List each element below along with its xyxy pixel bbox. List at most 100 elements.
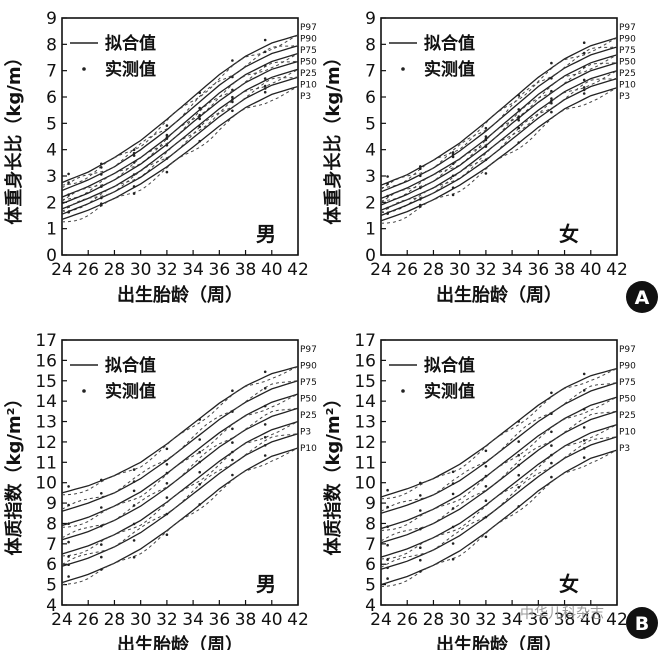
x-tick-label: 32 [156, 610, 178, 630]
x-tick-label: 42 [606, 260, 628, 280]
fitted-curve-p25 [380, 423, 618, 558]
observed-point [451, 507, 455, 510]
y-tick-label: 10 [35, 474, 57, 494]
fitted-curve-p10 [61, 76, 299, 215]
sex-label: 女 [559, 222, 579, 246]
observed-point [419, 174, 422, 178]
observed-point [517, 473, 520, 477]
y-tick-label: 1 [365, 220, 376, 240]
observed-point [231, 100, 234, 104]
percentile-label: P50 [300, 395, 317, 405]
observed-point [582, 92, 586, 95]
observed-point [517, 463, 520, 467]
observed-point [517, 440, 520, 443]
observed-point [165, 144, 169, 147]
panel-letter-badge [626, 607, 658, 639]
y-tick-label: 2 [46, 193, 57, 213]
percentile-label: P3 [619, 92, 630, 102]
y-tick-label: 9 [46, 9, 57, 29]
y-axis-title: 体重身长比（kg/m） [322, 48, 344, 224]
x-tick-label: 36 [528, 610, 550, 630]
observed-point [263, 77, 267, 80]
observed-curve-p97 [380, 368, 618, 500]
observed-point [100, 492, 103, 495]
observed-point [582, 51, 586, 55]
observed-point [100, 524, 103, 528]
x-tick-label: 40 [261, 260, 283, 280]
legend-marker-observed [82, 67, 86, 71]
observed-point [582, 41, 586, 44]
y-tick-label: 8 [46, 35, 57, 55]
x-tick-label: 42 [606, 610, 628, 630]
y-tick-label: 7 [46, 62, 57, 82]
y-tick-label: 5 [46, 576, 57, 596]
sex-label: 女 [559, 572, 579, 596]
observed-point [484, 158, 488, 162]
observed-point [582, 439, 586, 442]
observed-curve-p97 [61, 366, 299, 496]
observed-point [484, 465, 488, 468]
observed-curve-p50 [61, 60, 299, 202]
observed-point [419, 558, 422, 562]
observed-point [132, 539, 136, 542]
observed-point [386, 543, 389, 547]
observed-point [484, 138, 488, 142]
y-tick-label: 8 [365, 35, 376, 55]
x-tick-label: 28 [104, 260, 126, 280]
legend-label-observed: 实测值 [424, 381, 475, 402]
observed-point [550, 97, 553, 100]
y-tick-label: 6 [365, 88, 376, 108]
observed-point [100, 506, 103, 509]
observed-point [386, 175, 389, 178]
observed-point [419, 570, 422, 573]
observed-point [132, 480, 136, 483]
plot-frame [61, 17, 299, 256]
y-tick-label: 17 [35, 331, 57, 351]
x-tick-label: 34 [501, 610, 523, 630]
plot-frame [380, 339, 618, 606]
percentile-label: P10 [619, 428, 636, 438]
percentile-label: P10 [300, 444, 317, 454]
plot-frame [380, 17, 618, 256]
observed-point [198, 483, 201, 486]
plot-frame [61, 339, 299, 606]
fitted-curve-p97 [61, 365, 299, 494]
observed-point [484, 172, 488, 175]
legend-label-observed: 实测值 [424, 59, 475, 80]
x-tick-label: 28 [423, 260, 445, 280]
percentile-label: P25 [619, 411, 636, 421]
observed-point [582, 456, 586, 459]
observed-point [419, 167, 422, 170]
observed-point [484, 474, 488, 478]
observed-point [386, 505, 389, 509]
y-tick-label: 9 [46, 494, 57, 514]
panel-letter: A [635, 287, 650, 309]
observed-point [198, 117, 201, 121]
x-tick-label: 36 [209, 260, 231, 280]
x-tick-label: 42 [287, 610, 309, 630]
observed-point [550, 110, 553, 114]
observed-point [582, 78, 586, 82]
observed-curve-p25 [61, 69, 299, 212]
percentile-label: P25 [300, 411, 317, 421]
observed-point [263, 38, 267, 42]
observed-point [165, 471, 169, 475]
observed-point [231, 410, 234, 413]
observed-point [550, 412, 553, 416]
y-tick-label: 1 [46, 220, 57, 240]
observed-point [582, 426, 586, 429]
observed-curve-p97 [380, 37, 618, 189]
observed-curve-p10 [380, 77, 618, 214]
percentile-label: P25 [300, 69, 317, 79]
legend-label-fitted: 拟合值 [105, 355, 156, 376]
y-tick-label: 0 [46, 246, 57, 266]
observed-curve-p75 [61, 393, 299, 528]
x-tick-label: 26 [396, 610, 418, 630]
observed-point [451, 557, 455, 561]
observed-point [517, 420, 520, 423]
observed-point [198, 115, 201, 118]
observed-point [484, 485, 488, 488]
percentile-label: P50 [619, 58, 636, 68]
x-tick-label: 30 [449, 260, 471, 280]
